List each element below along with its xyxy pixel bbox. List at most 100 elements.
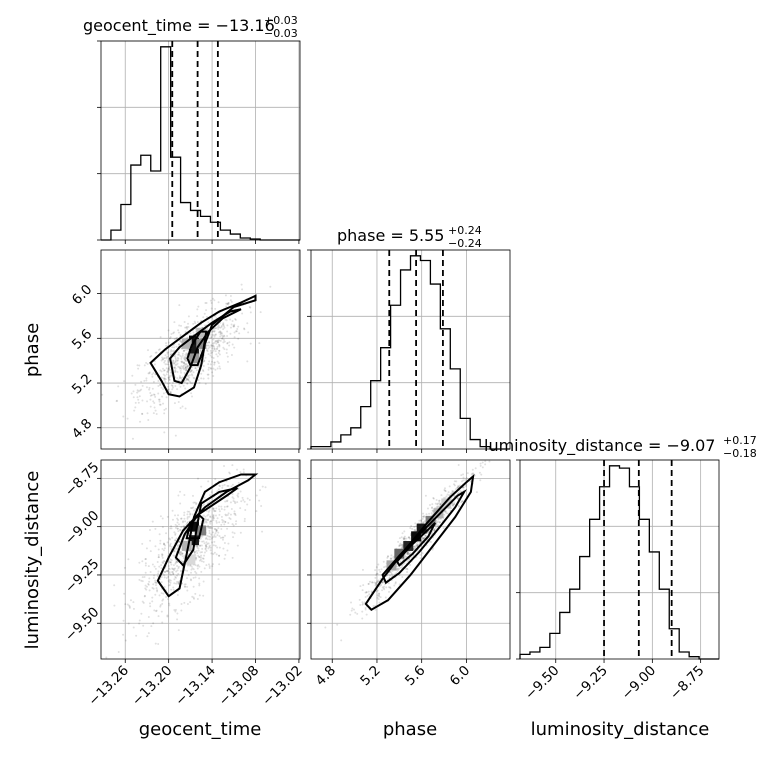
scatter-point [170, 547, 173, 550]
scatter-point [113, 604, 116, 607]
scatter-point [438, 500, 441, 503]
scatter-point [169, 391, 172, 394]
scatter-point [198, 582, 201, 585]
scatter-point [165, 356, 168, 359]
scatter-point [212, 374, 215, 377]
scatter-point [399, 542, 402, 545]
scatter-point [171, 382, 174, 385]
scatter-point [174, 610, 177, 613]
scatter-point [371, 581, 374, 584]
scatter-point [409, 552, 412, 555]
scatter-point [207, 547, 210, 550]
xlabel-geocent-time: geocent_time [139, 719, 262, 740]
scatter-point [216, 546, 219, 549]
scatter-point [233, 510, 236, 513]
scatter-point [195, 369, 198, 372]
panel-geocent-time-vs-luminosity-distance: −13.26−13.20−13.14−13.08−13.02−9.50−9.25… [62, 459, 306, 710]
scatter-point [214, 544, 217, 547]
scatter-point [462, 486, 465, 489]
scatter-point [198, 565, 201, 568]
ticklabel-y-phase: 6.0 [69, 282, 96, 309]
scatter-point [202, 365, 205, 368]
scatter-point [198, 556, 201, 559]
scatter-point [142, 601, 145, 604]
scatter-point [237, 487, 240, 490]
density-cell [394, 548, 405, 559]
scatter-point [215, 327, 218, 330]
scatter-point [448, 485, 451, 488]
scatter-point [269, 285, 272, 288]
scatter-point [153, 406, 156, 409]
scatter-point [170, 527, 173, 530]
scatter-point [157, 379, 160, 382]
scatter-point [459, 489, 462, 492]
scatter-point [232, 324, 235, 327]
scatter-point [182, 557, 185, 560]
scatter-point [216, 347, 219, 350]
scatter-point [204, 515, 207, 518]
scatter-point [169, 579, 172, 582]
scatter-point [198, 555, 201, 558]
scatter-point [166, 359, 169, 362]
scatter-point [173, 362, 176, 365]
scatter-point [167, 584, 170, 587]
scatter-point [193, 377, 196, 380]
scatter-point [226, 549, 229, 552]
scatter-point [193, 320, 196, 323]
scatter-point [207, 524, 210, 527]
scatter-point [233, 532, 236, 535]
scatter-point [171, 384, 174, 387]
scatter-point [479, 464, 482, 467]
scatter-point [205, 541, 208, 544]
scatter-point [183, 320, 186, 323]
scatter-point [368, 580, 371, 583]
scatter-point [144, 562, 147, 565]
scatter-point [158, 403, 161, 406]
scatter-point [168, 561, 171, 564]
scatter-point [158, 398, 161, 401]
contour-outer [149, 294, 257, 398]
scatter-point [161, 556, 164, 559]
scatter-point [168, 374, 171, 377]
ylabel-phase: phase [22, 323, 43, 377]
scatter-point [444, 489, 447, 492]
scatter-point [154, 409, 157, 412]
scatter-point [165, 396, 168, 399]
scatter-point [379, 570, 382, 573]
scatter-point [195, 519, 198, 522]
scatter-point [167, 368, 170, 371]
scatter-point [128, 606, 131, 609]
scatter-point [210, 491, 213, 494]
ticklabel-x-phase: 5.2 [357, 663, 384, 690]
scatter-point [155, 587, 158, 590]
scatter-point [149, 605, 152, 608]
scatter-point [137, 401, 140, 404]
scatter-point [452, 503, 455, 506]
scatter-point [406, 571, 409, 574]
scatter-point [163, 374, 166, 377]
ticklabel-x-geocent-time: −13.26 [85, 663, 132, 710]
scatter-point [224, 294, 227, 297]
scatter-point [264, 486, 267, 489]
contour-inner [169, 308, 242, 385]
scatter-point [192, 576, 195, 579]
scatter-point [204, 547, 207, 550]
scatter-point [174, 357, 177, 360]
scatter-point [180, 360, 183, 363]
scatter-point [223, 508, 226, 511]
scatter-point [407, 536, 410, 539]
scatter-point [374, 608, 377, 611]
scatter-point [170, 563, 173, 566]
scatter-point [205, 545, 208, 548]
scatter-point [406, 568, 409, 571]
scatter-point [394, 581, 397, 584]
scatter-point [176, 565, 179, 568]
density-cell [181, 541, 192, 551]
scatter-point [221, 335, 224, 338]
scatter-point [209, 515, 212, 518]
scatter-point [166, 541, 169, 544]
scatter-point [457, 485, 460, 488]
scatter-point [159, 369, 162, 372]
scatter-point [141, 399, 144, 402]
scatter-point [422, 537, 425, 540]
